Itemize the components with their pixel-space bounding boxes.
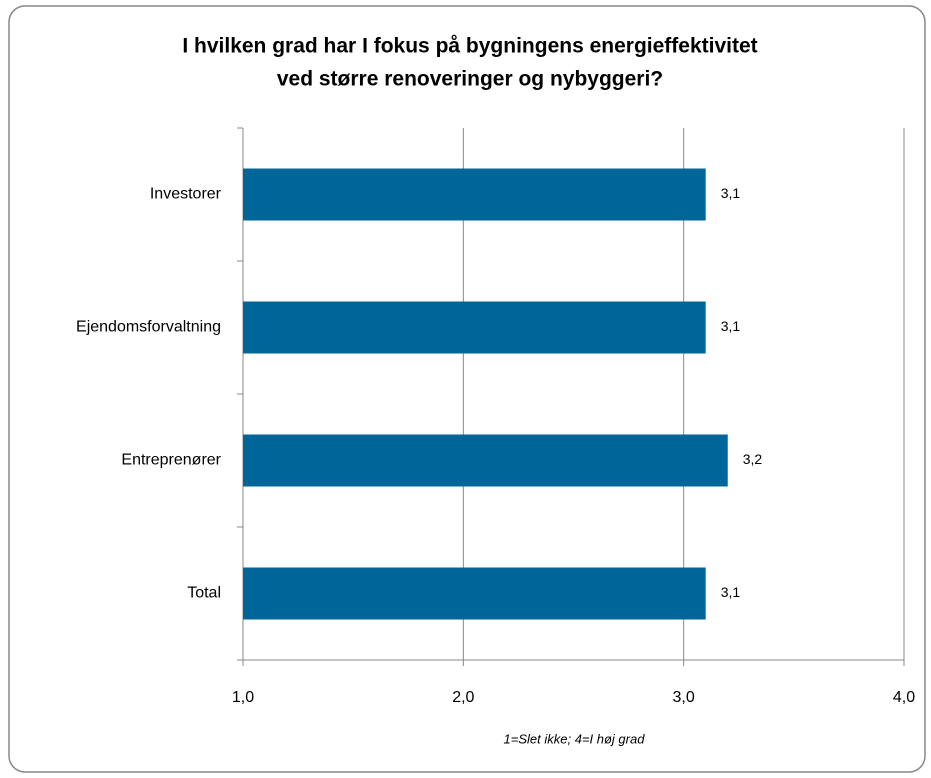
- x-tick-label: 1,0: [232, 689, 254, 706]
- value-label: 3,1: [721, 584, 741, 600]
- bar: [243, 168, 706, 221]
- value-label: 3,1: [721, 318, 741, 334]
- y-tick-label: Entreprenører: [121, 452, 221, 469]
- bar: [243, 434, 728, 487]
- value-label: 3,1: [721, 185, 741, 201]
- y-tick-label: Investorer: [150, 186, 222, 203]
- chart-title: ved større renoveringer og nybyggeri?: [277, 68, 663, 91]
- value-label: 3,2: [743, 451, 763, 467]
- bar: [243, 567, 706, 620]
- bar: [243, 301, 706, 354]
- chart-border: [8, 5, 926, 773]
- x-tick-label: 3,0: [673, 689, 695, 706]
- x-tick-label: 2,0: [452, 689, 474, 706]
- y-tick-label: Total: [187, 585, 221, 602]
- x-tick-label: 4,0: [893, 689, 915, 706]
- chart-title: I hvilken grad har I fokus på bygningens…: [182, 35, 757, 58]
- x-axis-label: 1=Slet ikke; 4=I høj grad: [504, 731, 646, 746]
- y-tick-label: Ejendomsforvaltning: [76, 319, 221, 336]
